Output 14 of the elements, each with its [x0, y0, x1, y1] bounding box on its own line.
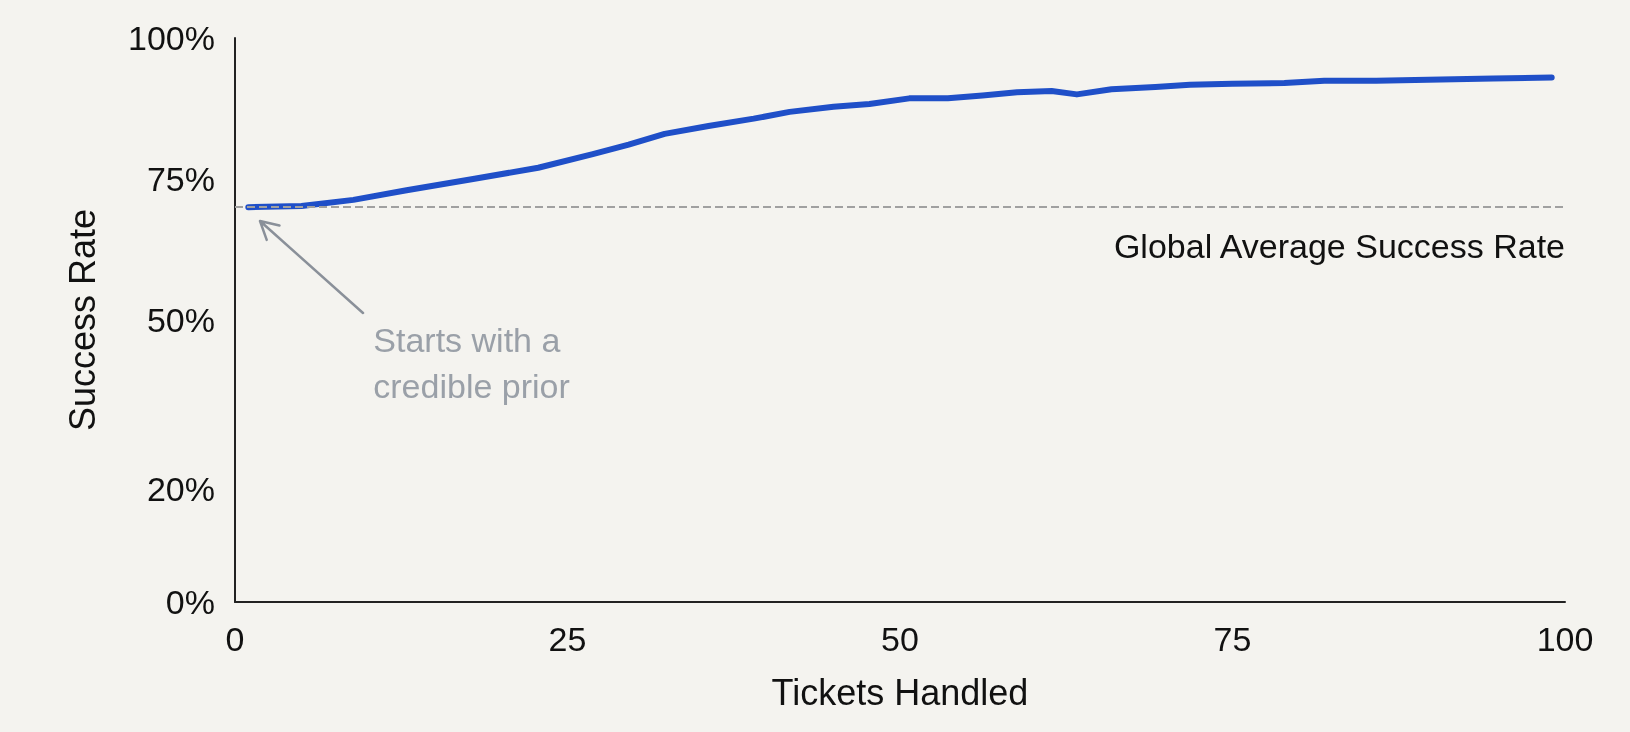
y-tick-label: 100% — [128, 19, 215, 57]
x-tick-label: 50 — [881, 620, 919, 658]
y-tick-label: 0% — [165, 583, 215, 621]
x-tick-label: 0 — [225, 620, 245, 658]
x-axis-title: Tickets Handled — [771, 671, 1029, 713]
y-tick-label: 20% — [146, 470, 215, 509]
x-tick-label: 75 — [1213, 620, 1252, 658]
x-tick-label: 25 — [548, 620, 587, 658]
y-axis-title: Success Rate — [61, 208, 103, 432]
y-tick-label: 75% — [146, 160, 215, 198]
x-tick-label: 100 — [1536, 620, 1594, 658]
ref-line-label: Global Average Success Rate — [1113, 227, 1565, 266]
y-tick-label: 50% — [146, 301, 215, 339]
annotation: Starts with a credible prior — [373, 321, 570, 406]
